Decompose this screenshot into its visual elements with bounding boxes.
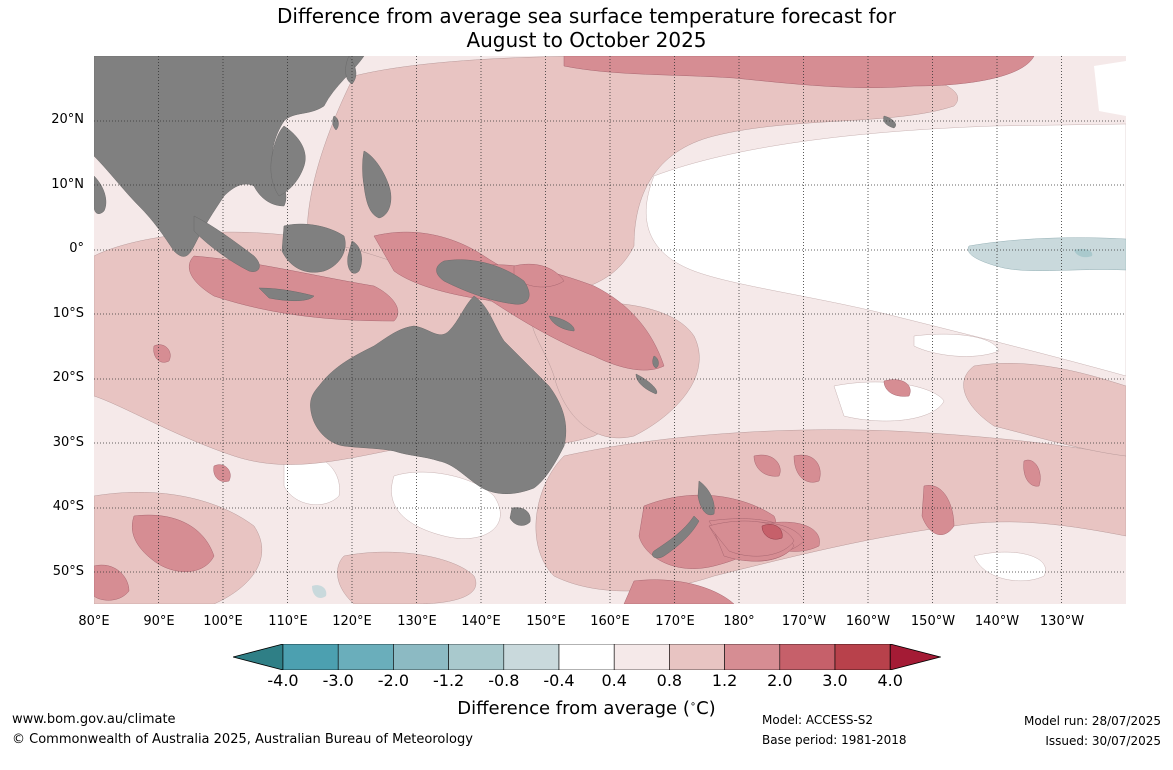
colorbar-cell bbox=[779, 644, 836, 670]
land-solomon bbox=[548, 315, 575, 332]
lon-label-100e: 100°E bbox=[203, 614, 243, 629]
lon-label-120e: 120°E bbox=[332, 614, 372, 629]
land-india-tip bbox=[94, 175, 107, 214]
land-southeast-asia bbox=[270, 125, 306, 197]
lon-label-140e: 140°E bbox=[461, 614, 501, 629]
colorbar-cell bbox=[393, 644, 449, 670]
footer-model-run: Model run: 28/07/2025 bbox=[1023, 714, 1161, 728]
footer-copyright: © Commonwealth of Australia 2025, Austra… bbox=[12, 732, 473, 747]
land-vanuatu-fiji bbox=[652, 355, 659, 369]
colorbar-tick-label: 4.0 bbox=[877, 671, 903, 690]
colorbar-cell bbox=[448, 644, 505, 670]
colorbar-tick-label: 3.0 bbox=[822, 671, 848, 690]
land-borneo bbox=[281, 223, 346, 273]
lon-label-170w: 170°W bbox=[781, 614, 827, 629]
sst-anomaly-map bbox=[94, 56, 1126, 604]
cool-anomaly-core bbox=[1074, 248, 1093, 258]
colorbar-cell bbox=[834, 644, 891, 670]
colorbar-tick-label: -0.8 bbox=[488, 671, 520, 690]
lat-label-20n: 20°N bbox=[51, 112, 84, 127]
colorbar-tick-label: 0.8 bbox=[656, 671, 683, 690]
land-masses bbox=[94, 56, 896, 559]
lat-label-10n: 10°N bbox=[51, 177, 84, 192]
colorbar-cell bbox=[503, 644, 560, 670]
land-australia bbox=[310, 295, 567, 494]
colorbar-cell bbox=[613, 644, 670, 670]
colorbar-arrow-high bbox=[889, 644, 941, 670]
colorbar-cell bbox=[558, 644, 615, 670]
colorbar-tick-label: 2.0 bbox=[767, 671, 793, 690]
anomaly-band-2-0 bbox=[761, 524, 783, 540]
land-taiwan bbox=[332, 115, 339, 131]
land-philippines bbox=[362, 150, 392, 219]
map-title: Difference from average sea surface temp… bbox=[0, 4, 1173, 52]
colorbar-tick-label: -3.0 bbox=[322, 671, 354, 690]
colorbar-tick-label: -0.4 bbox=[543, 671, 575, 690]
colorbar-cell bbox=[337, 644, 394, 670]
colorbar-tick-label: 1.2 bbox=[711, 671, 738, 690]
title-line-2: August to October 2025 bbox=[466, 28, 707, 52]
lon-label-110e: 110°E bbox=[268, 614, 308, 629]
colorbar-tick-label: -4.0 bbox=[267, 671, 299, 690]
lon-label-170e: 170°E bbox=[655, 614, 695, 629]
lon-label-150w: 150°W bbox=[910, 614, 956, 629]
land-sulawesi bbox=[347, 240, 362, 274]
footer-model: Model: ACCESS-S2 bbox=[762, 713, 874, 727]
lat-label-20s: 20°S bbox=[52, 370, 84, 385]
lat-label-0: 0° bbox=[69, 241, 84, 256]
lat-label-30s: 30°S bbox=[52, 435, 84, 450]
lon-label-160w: 160°W bbox=[845, 614, 891, 629]
colorbar-tick-label: -2.0 bbox=[377, 671, 409, 690]
footer-issued: Issued: 30/07/2025 bbox=[1045, 734, 1161, 748]
lat-label-10s: 10°S bbox=[52, 306, 84, 321]
land-java bbox=[258, 287, 315, 301]
cool-anomaly-equatorial-pacific bbox=[967, 237, 1126, 271]
neutral-patch-south-6 bbox=[973, 551, 1046, 582]
land-new-zealand-south bbox=[652, 515, 700, 559]
colorbar-arrow-low bbox=[233, 644, 284, 670]
lon-label-130e: 130°E bbox=[397, 614, 437, 629]
colorbar-tick-label: -1.2 bbox=[432, 671, 465, 690]
neutral-region-ne bbox=[1094, 61, 1126, 116]
land-new-caledonia bbox=[635, 373, 658, 395]
colorbar bbox=[233, 644, 941, 670]
neutral-patch-south-5 bbox=[833, 381, 945, 422]
land-new-guinea bbox=[436, 259, 530, 305]
lon-label-90e: 90°E bbox=[143, 614, 175, 629]
colorbar-cell bbox=[669, 644, 725, 670]
neutral-patch-south-3 bbox=[391, 471, 501, 539]
colorbar-cell bbox=[724, 644, 781, 670]
footer-website: www.bom.gov.au/climate bbox=[12, 712, 176, 727]
neutral-patch-south-7 bbox=[913, 333, 1000, 357]
colorbar-tick-label: 0.4 bbox=[601, 671, 627, 690]
title-line-1: Difference from average sea surface temp… bbox=[276, 4, 896, 28]
colorbar-cell bbox=[282, 644, 339, 670]
lon-label-140w: 140°W bbox=[974, 614, 1020, 629]
lat-label-40s: 40°S bbox=[52, 499, 84, 514]
lat-label-50s: 50°S bbox=[52, 564, 84, 579]
lon-label-160e: 160°E bbox=[590, 614, 630, 629]
land-sumatra bbox=[193, 215, 260, 272]
land-new-zealand-north bbox=[697, 480, 715, 516]
lon-label-180: 180° bbox=[723, 614, 755, 629]
lon-label-80e: 80°E bbox=[78, 614, 110, 629]
colorbar-label: Difference from average (∘C) bbox=[457, 698, 716, 719]
graticule bbox=[94, 56, 1126, 604]
cool-anomaly-small bbox=[312, 585, 327, 598]
lon-label-150e: 150°E bbox=[526, 614, 566, 629]
lon-label-130w: 130°W bbox=[1039, 614, 1085, 629]
land-asia bbox=[94, 56, 365, 257]
footer-base-period: Base period: 1981-2018 bbox=[762, 733, 907, 747]
